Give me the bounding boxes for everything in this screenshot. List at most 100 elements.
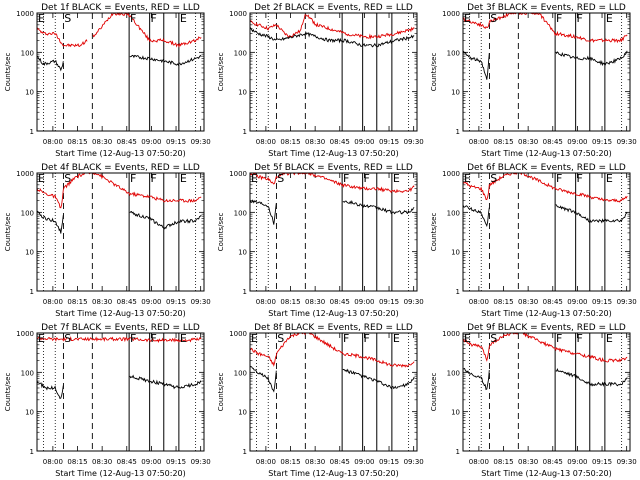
chart-panel-7: Det 7f BLACK = Events, RED = LLD Start Ti… [4, 323, 211, 478]
event-marker-label: S [490, 172, 497, 185]
y-tick-label: 10 [25, 409, 34, 417]
x-tick-label: 09:00 [141, 138, 161, 146]
y-tick-label: 100 [447, 209, 460, 217]
events-series-line [462, 50, 628, 80]
chart-panel-9: Det 9f BLACK = Events, RED = LLD Start Ti… [430, 323, 637, 478]
chart-title: Det 2f BLACK = Events, RED = LLD [254, 3, 413, 13]
y-tick-label: 100 [447, 49, 460, 57]
event-marker-label: E [180, 332, 187, 345]
chart-title: Det 9f BLACK = Events, RED = LLD [467, 323, 626, 333]
lld-series-line [36, 11, 202, 48]
event-marker-label: F [576, 12, 582, 25]
plot-frame [462, 332, 631, 452]
y-tick-label: 1 [30, 288, 34, 296]
x-tick-label: 09:30 [191, 458, 211, 466]
events-series-line [36, 374, 202, 400]
y-tick-label: 1000 [16, 330, 34, 338]
y-axis-label: Counts/sec [430, 373, 438, 412]
y-tick-label: 1000 [442, 170, 460, 178]
y-tick-label: 1 [243, 288, 247, 296]
y-tick-label: 10 [25, 89, 34, 97]
event-marker-label: F [130, 332, 136, 345]
x-tick-label: 08:45 [330, 298, 350, 306]
x-tick-label: 09:15 [592, 138, 612, 146]
chart-panel-4: Det 4f BLACK = Events, RED = LLD Start Ti… [4, 163, 211, 318]
chart-title: Det 5f BLACK = Events, RED = LLD [254, 163, 413, 173]
y-tick-label: 100 [234, 49, 247, 57]
chart-panel-3: Det 3f BLACK = Events, RED = LLD Start Ti… [430, 3, 637, 158]
plot-frame [249, 332, 418, 452]
x-tick-label: 08:15 [493, 298, 513, 306]
y-tick-label: 1000 [229, 10, 247, 18]
event-marker-label: E [464, 172, 471, 185]
chart-panel-5: Det 5f BLACK = Events, RED = LLD Start Ti… [217, 163, 424, 318]
x-tick-label: 08:30 [305, 298, 325, 306]
y-axis-label: Counts/sec [4, 213, 12, 252]
event-marker-label: E [464, 332, 471, 345]
x-axis-label: Start Time (12-Aug-13 07:50:20) [481, 309, 612, 318]
chart-title: Det 3f BLACK = Events, RED = LLD [467, 3, 626, 13]
event-marker-label: F [150, 12, 156, 25]
y-tick-label: 1 [30, 128, 34, 136]
x-tick-label: 08:30 [92, 138, 112, 146]
event-marker-label: F [556, 172, 562, 185]
chart-panel-1: Det 1f BLACK = Events, RED = LLD Start Ti… [4, 3, 211, 158]
x-axis-label: Start Time (12-Aug-13 07:50:20) [55, 309, 186, 318]
x-tick-label: 08:00 [256, 298, 276, 306]
chart-panel-6: Det 6f BLACK = Events, RED = LLD Start Ti… [430, 163, 637, 318]
y-axis-label: Counts/sec [430, 53, 438, 92]
event-marker-label: F [130, 12, 136, 25]
plot-frame [36, 332, 205, 452]
x-tick-label: 09:30 [617, 458, 637, 466]
x-tick-label: 09:30 [404, 458, 424, 466]
x-tick-label: 09:00 [567, 458, 587, 466]
chart-panel-2: Det 2f BLACK = Events, RED = LLD Start Ti… [217, 3, 424, 158]
event-marker-label: E [606, 332, 613, 345]
plot-frame [249, 12, 418, 132]
y-tick-label: 1000 [16, 10, 34, 18]
y-tick-label: 10 [451, 249, 460, 257]
event-marker-label: E [393, 172, 400, 185]
x-tick-label: 09:30 [191, 138, 211, 146]
x-tick-label: 09:30 [404, 138, 424, 146]
events-series-line [462, 204, 628, 228]
x-tick-label: 08:30 [305, 458, 325, 466]
x-axis-label: Start Time (12-Aug-13 07:50:20) [55, 469, 186, 478]
x-tick-label: 08:00 [256, 458, 276, 466]
y-tick-label: 1000 [442, 330, 460, 338]
x-tick-label: 08:45 [330, 458, 350, 466]
y-tick-label: 10 [238, 249, 247, 257]
chart-title: Det 1f BLACK = Events, RED = LLD [41, 3, 200, 13]
x-tick-label: 08:45 [117, 298, 137, 306]
event-marker-label: E [38, 12, 45, 25]
x-tick-label: 08:15 [67, 458, 87, 466]
x-tick-label: 09:30 [617, 298, 637, 306]
y-tick-label: 10 [238, 89, 247, 97]
event-marker-label: F [150, 332, 156, 345]
chart-title: Det 4f BLACK = Events, RED = LLD [41, 163, 200, 173]
events-series-line [249, 365, 415, 393]
x-tick-label: 08:45 [543, 138, 563, 146]
chart-title: Det 7f BLACK = Events, RED = LLD [41, 323, 200, 333]
y-tick-label: 1 [30, 448, 34, 456]
x-tick-label: 09:15 [166, 138, 186, 146]
x-tick-label: 08:00 [43, 298, 63, 306]
plot-frame [36, 172, 205, 292]
y-tick-label: 100 [21, 209, 34, 217]
y-axis-label: Counts/sec [217, 53, 225, 92]
event-marker-label: F [130, 172, 136, 185]
event-marker-label: S [490, 12, 497, 25]
event-marker-label: S [277, 172, 284, 185]
event-marker-label: S [64, 12, 71, 25]
x-axis-label: Start Time (12-Aug-13 07:50:20) [268, 149, 399, 158]
x-tick-label: 08:00 [469, 138, 489, 146]
y-tick-label: 1000 [442, 10, 460, 18]
x-tick-label: 08:15 [280, 458, 300, 466]
events-series-line [36, 54, 202, 72]
event-marker-label: F [556, 332, 562, 345]
y-axis-label: Counts/sec [217, 373, 225, 412]
lld-series-line [462, 331, 628, 363]
y-tick-label: 1 [456, 128, 460, 136]
x-tick-label: 08:15 [67, 138, 87, 146]
